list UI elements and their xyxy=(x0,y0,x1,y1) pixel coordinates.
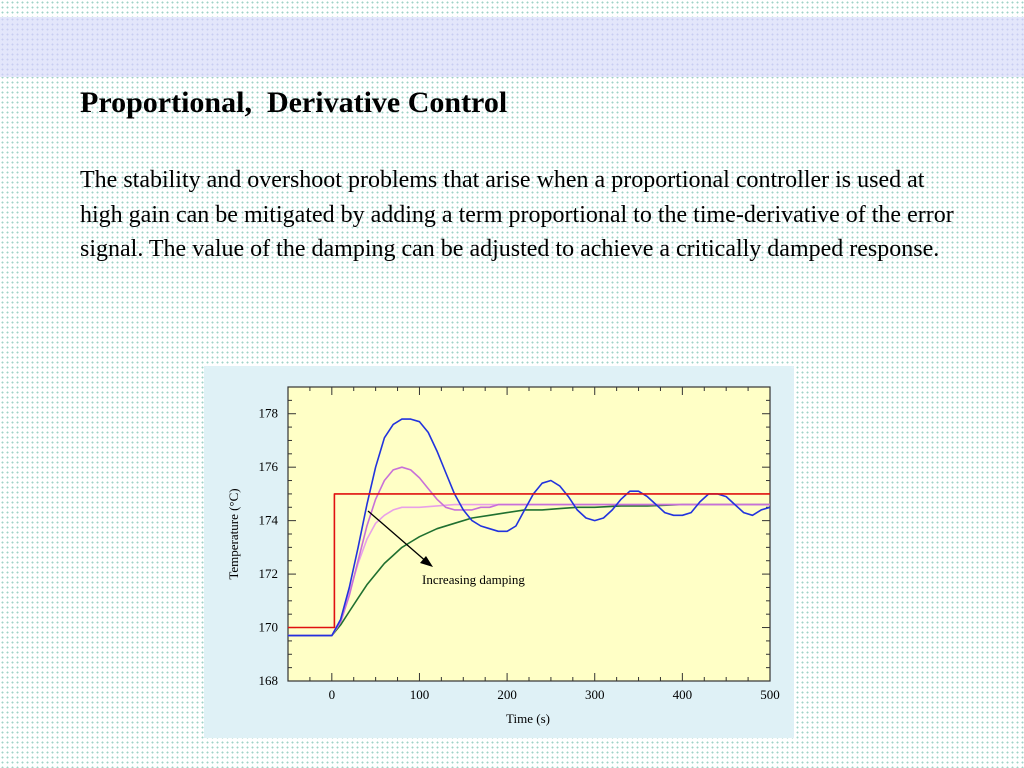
x-tick-label: 0 xyxy=(329,687,336,702)
y-tick-label: 168 xyxy=(259,673,279,688)
series-line-0 xyxy=(288,493,770,629)
header-band xyxy=(0,17,1024,77)
y-tick-label: 174 xyxy=(259,513,279,528)
x-tick-label: 100 xyxy=(410,687,430,702)
annotation-label: Increasing damping xyxy=(422,572,525,587)
plot-area xyxy=(287,386,771,682)
temperature-chart: 0 100 200 300 400 500 168 170 172 174 176 178 Time … xyxy=(226,386,780,726)
x-tick-label: 300 xyxy=(585,687,605,702)
y-axis-label: Temperature (°C) xyxy=(226,488,241,579)
series-line-2 xyxy=(288,466,770,637)
annotation-arrowhead xyxy=(420,556,433,567)
slide-body-text: The stability and overshoot problems tha… xyxy=(80,167,954,262)
x-tick-label: 200 xyxy=(497,687,517,702)
y-tick-label: 170 xyxy=(259,620,279,635)
x-tick-label: 400 xyxy=(673,687,693,702)
x-axis-label: Time (s) xyxy=(506,711,550,726)
series-line-4 xyxy=(288,503,770,637)
y-tick-label: 178 xyxy=(259,406,279,421)
chart-figure: 0 100 200 300 400 500 168 170 172 174 176 178 Time … xyxy=(204,366,794,738)
x-tick-label: 500 xyxy=(760,687,780,702)
y-tick-label: 176 xyxy=(259,459,279,474)
annotation-arrow xyxy=(367,510,429,564)
slide-title: Proportional, Derivative Control xyxy=(80,86,508,119)
y-tick-label: 172 xyxy=(259,566,279,581)
series-line-1 xyxy=(288,418,771,637)
